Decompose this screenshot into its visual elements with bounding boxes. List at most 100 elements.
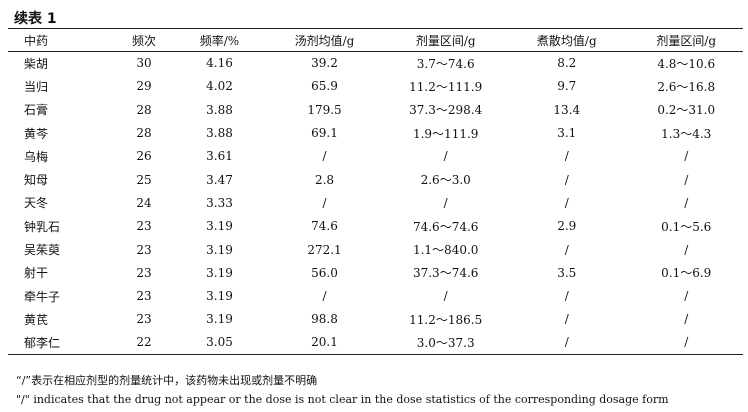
- cell-powder-range: /: [684, 242, 689, 257]
- table-row: 钟乳石 23 3.19 74.6 74.6～74.6 2.9 0.1～5.6: [8, 215, 743, 238]
- table-row: 乌梅 26 3.61 / / / /: [8, 145, 743, 168]
- cell-rate: 3.61: [206, 149, 233, 164]
- cell-powder-mean: /: [564, 195, 569, 210]
- cell-frequency: 23: [136, 265, 152, 280]
- cell-rate: 3.19: [206, 289, 233, 304]
- cell-decoction-range: 11.2～186.5: [409, 312, 483, 327]
- cell-frequency: 24: [136, 195, 152, 210]
- table-row: 天冬 24 3.33 / / / /: [8, 191, 743, 214]
- cell-decoction-range: 11.2～111.9: [409, 79, 483, 94]
- cell-frequency: 28: [136, 102, 152, 117]
- cell-powder-mean: /: [564, 172, 569, 187]
- cell-decoction-mean: 65.9: [311, 79, 338, 94]
- cell-decoction-range: 1.1～840.0: [412, 243, 479, 258]
- footnote-english: "/" indicates that the drug not appear o…: [16, 393, 669, 406]
- header-powder-mean: 煮散均值/g: [504, 28, 630, 52]
- cell-rate: 3.88: [206, 126, 233, 141]
- cell-decoction-range: 3.0～37.3: [387, 331, 505, 355]
- cell-powder-range: /: [684, 312, 689, 327]
- cell-decoction-mean: 69.1: [311, 126, 338, 141]
- cell-powder-mean: /: [564, 149, 569, 164]
- cell-powder-mean: /: [564, 312, 569, 327]
- cell-herb: 知母: [24, 173, 49, 188]
- cell-herb: 黄芪: [24, 312, 49, 327]
- cell-decoction-mean: 98.8: [311, 312, 338, 327]
- cell-powder-range: /: [629, 331, 743, 355]
- cell-rate: 4.16: [206, 56, 233, 71]
- cell-decoction-range: /: [443, 289, 448, 304]
- cell-rate: 3.47: [206, 172, 233, 187]
- cell-frequency: 28: [136, 126, 152, 141]
- cell-powder-range: 0.1～5.6: [661, 219, 712, 234]
- cell-frequency: 30: [136, 56, 152, 71]
- cell-decoction-range: /: [443, 195, 448, 210]
- cell-rate: 3.19: [206, 312, 233, 327]
- cell-decoction-range: 37.3～74.6: [412, 266, 479, 281]
- cell-powder-range: /: [684, 195, 689, 210]
- cell-herb: 吴茱萸: [24, 243, 61, 258]
- cell-powder-range: /: [684, 289, 689, 304]
- cell-decoction-range: 3.7～74.6: [416, 56, 475, 71]
- cell-powder-mean: 13.4: [553, 102, 581, 117]
- cell-herb: 黄芩: [24, 126, 49, 141]
- table-row: 吴茱萸 23 3.19 272.1 1.1～840.0 / /: [8, 238, 743, 261]
- cell-frequency: 25: [136, 172, 152, 187]
- cell-herb: 石膏: [24, 103, 49, 118]
- cell-herb: 天冬: [24, 196, 49, 211]
- cell-rate: 3.19: [206, 219, 233, 234]
- cell-frequency: 23: [136, 242, 152, 257]
- table-row: 牵牛子 23 3.19 / / / /: [8, 284, 743, 307]
- cell-decoction-range: /: [443, 149, 448, 164]
- table-caption: 续表 1: [14, 11, 57, 27]
- table-row: 郁李仁 22 3.05 20.1 3.0～37.3//: [8, 331, 743, 355]
- cell-frequency: 23: [136, 312, 152, 327]
- cell-decoction-range: 2.6～3.0: [420, 173, 471, 188]
- cell-frequency: 23: [136, 289, 152, 304]
- header-powder-range: 剂量区间/g: [629, 28, 743, 52]
- cell-powder-mean: /: [564, 289, 569, 304]
- header-row: 中药 频次 频率/% 汤剂均值/g 剂量区间/g 煮散均值/g 剂量区间/g: [8, 28, 743, 52]
- table-row: 射干 23 3.19 56.0 37.3～74.6 3.5 0.1～6.9: [8, 261, 743, 284]
- header-decoction-mean: 汤剂均值/g: [261, 28, 388, 52]
- cell-decoction-mean: 179.5: [307, 102, 342, 117]
- cell-decoction-mean: /: [322, 289, 327, 304]
- cell-powder-range: /: [684, 149, 689, 164]
- cell-rate: 3.88: [206, 102, 233, 117]
- table-row: 柴胡 30 4.16 39.2 3.7～74.6 8.2 4.8～10.6: [8, 52, 743, 75]
- cell-powder-mean: /: [564, 242, 569, 257]
- cell-rate: 3.19: [206, 242, 233, 257]
- cell-decoction-mean: 74.6: [311, 219, 338, 234]
- cell-powder-mean: 3.5: [557, 265, 577, 280]
- cell-decoction-mean: 2.8: [314, 172, 335, 187]
- footnote-chinese: “/”表示在相应剂型的剂量统计中，该药物未出现或剂量不明确: [16, 374, 318, 387]
- cell-herb: 当归: [24, 79, 49, 94]
- cell-decoction-mean: /: [322, 195, 327, 210]
- cell-powder-range: 4.8～10.6: [657, 56, 716, 71]
- cell-powder-range: 2.6～16.8: [657, 79, 716, 94]
- cell-herb: 射干: [24, 266, 49, 281]
- cell-herb: 乌梅: [24, 149, 49, 164]
- header-herb: 中药: [8, 28, 111, 52]
- cell-herb: 牵牛子: [24, 289, 61, 304]
- cell-decoction-range: 74.6～74.6: [412, 219, 479, 234]
- cell-decoction-mean: /: [322, 149, 327, 164]
- cell-frequency: 22: [110, 331, 178, 355]
- cell-decoction-mean: 272.1: [307, 242, 342, 257]
- cell-rate: 3.33: [206, 195, 233, 210]
- header-rate: 频率/%: [177, 28, 262, 52]
- header-frequency: 频次: [110, 28, 178, 52]
- table-row: 黄芪 23 3.19 98.8 11.2～186.5 / /: [8, 308, 743, 331]
- cell-decoction-mean: 39.2: [311, 56, 338, 71]
- cell-powder-range: 1.3～4.3: [661, 126, 712, 141]
- cell-rate: 4.02: [206, 79, 233, 94]
- cell-herb: 郁李仁: [8, 331, 111, 355]
- table-row: 黄芩 28 3.88 69.1 1.9～111.9 3.1 1.3～4.3: [8, 121, 743, 144]
- cell-herb: 柴胡: [24, 56, 49, 71]
- cell-powder-mean: /: [504, 331, 630, 355]
- cell-powder-mean: 3.1: [557, 126, 577, 141]
- table-row: 知母 25 3.47 2.8 2.6～3.0 / /: [8, 168, 743, 191]
- cell-rate: 3.05: [177, 331, 262, 355]
- dosage-table: 中药 频次 频率/% 汤剂均值/g 剂量区间/g 煮散均值/g 剂量区间/g 柴…: [8, 28, 743, 355]
- cell-powder-range: /: [684, 172, 689, 187]
- cell-frequency: 29: [136, 79, 152, 94]
